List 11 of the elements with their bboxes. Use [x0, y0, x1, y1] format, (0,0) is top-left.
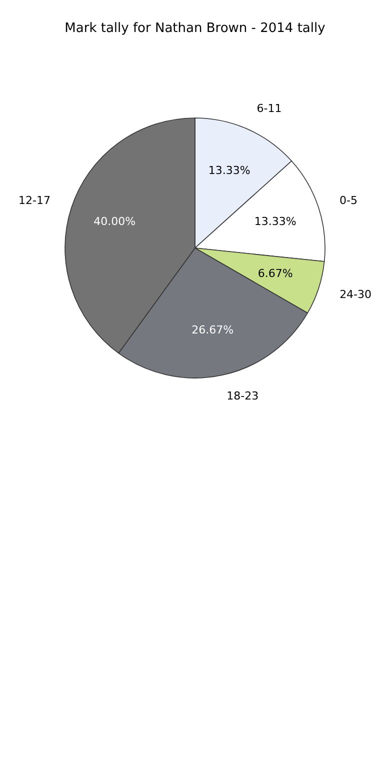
chart-title: Mark tally for Nathan Brown - 2014 tally — [64, 21, 326, 36]
data-label: 6.67% — [258, 267, 293, 280]
slice-label: 6-11 — [256, 102, 282, 116]
slice-label: 12-17 — [18, 194, 50, 208]
slice-label: 18-23 — [226, 390, 259, 403]
slice-label: 24-30 — [340, 288, 372, 301]
data-label: 26.67% — [192, 324, 234, 337]
data-label: 13.33% — [254, 214, 296, 228]
data-label: 13.33% — [208, 164, 250, 177]
slice-label: 0-5 — [340, 194, 358, 207]
data-label: 40.00% — [94, 214, 136, 228]
